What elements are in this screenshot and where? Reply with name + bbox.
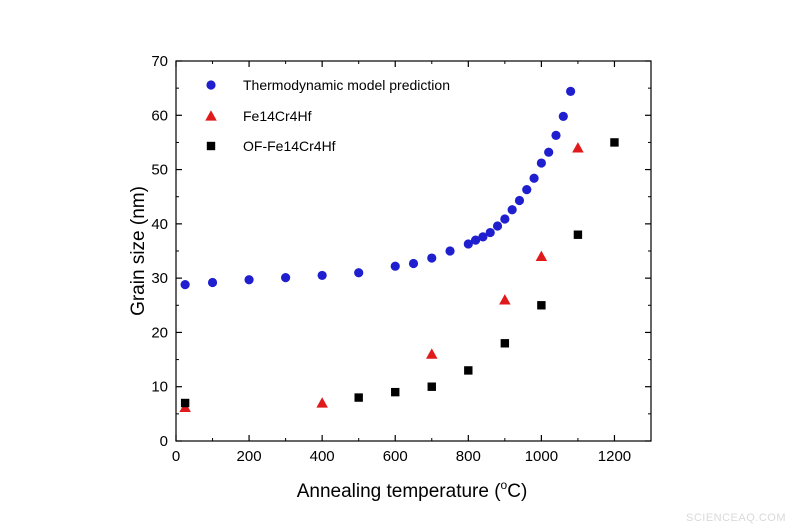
data-point [426,348,438,359]
data-point [354,393,363,402]
data-point [390,261,400,271]
data-point [354,268,364,278]
x-axis-title-degree: o [501,478,508,492]
data-point [573,230,583,239]
data-point [408,258,419,269]
data-point [537,301,546,310]
data-point [316,397,328,408]
watermark: SCIENCEAQ.COM [685,512,786,524]
x-tick-label: 200 [237,448,262,465]
data-point [507,205,517,215]
data-point [478,232,488,242]
data-point [445,246,455,256]
data-point [529,173,539,183]
y-tick-label: 50 [151,162,168,179]
y-tick-label: 40 [151,216,168,233]
y-tick-label: 70 [151,53,168,70]
x-tick-label: 1000 [525,448,558,465]
axis-ticks: 0 200 400 600 800 1000 1200 0 10 20 30 40 50 60 70 [151,53,651,465]
y-tick-label: 10 [151,379,168,396]
x-axis-title-unit: C) [507,481,527,502]
data-point [535,250,548,262]
legend-label: OF-Fe14Cr4Hf [243,138,336,154]
data-point [544,147,554,157]
y-tick-label: 60 [151,107,168,124]
y-tick-label: 20 [151,324,168,341]
data-point [500,214,510,224]
legend-marker [205,110,217,121]
data-point [522,185,532,195]
x-tick-label: 1200 [598,448,631,465]
data-series [179,86,619,412]
legend-label: Thermodynamic model prediction [243,77,450,93]
data-point [492,221,503,231]
data-point [514,195,525,206]
x-tick-label: 0 [172,448,180,465]
data-point [207,277,218,288]
data-point [558,111,568,121]
data-point [427,382,436,391]
data-point [536,158,546,168]
data-point [471,235,481,245]
data-point [427,253,437,263]
x-tick-label: 600 [383,448,408,465]
data-point [572,142,584,153]
x-axis-title-main: Annealing temperature ( [297,481,502,502]
x-axis-title: Annealing temperature (oC) [297,478,528,502]
series-3 [180,138,619,408]
legend-marker [206,141,216,151]
series-1 [180,86,576,290]
data-point [180,280,190,290]
data-point [500,339,510,348]
data-point [391,387,400,397]
data-point [485,227,495,238]
series-2 [179,142,584,412]
y-axis-title: Grain size (nm) [128,186,149,316]
y-tick-label: 30 [151,270,168,287]
legend-label: Fe14Cr4Hf [243,108,312,124]
data-point [610,138,619,147]
data-point [551,130,561,140]
legend-marker [206,80,216,90]
data-point [566,86,576,96]
data-point [317,270,327,281]
data-point [463,239,473,249]
x-tick-label: 800 [456,448,481,465]
data-point [180,398,190,408]
y-tick-label: 0 [160,433,168,450]
legend: Thermodynamic model prediction Fe14Cr4Hf O… [205,77,450,154]
x-tick-label: 400 [310,448,335,465]
data-point [281,273,291,283]
data-point [464,366,473,375]
data-point [499,294,511,305]
data-point [244,275,254,285]
